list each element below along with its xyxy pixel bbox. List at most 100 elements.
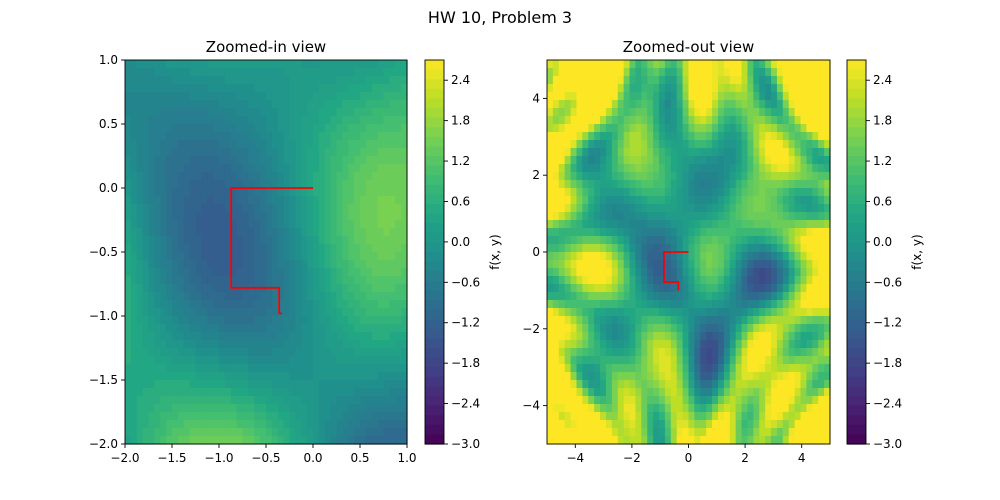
contour-cell <box>348 428 355 437</box>
contour-cell <box>289 324 296 333</box>
contour-cell <box>676 300 684 309</box>
contour-cell <box>283 172 291 181</box>
contour-cell <box>717 140 725 149</box>
contour-cell <box>136 356 144 365</box>
contour-cell <box>148 148 155 157</box>
contour-cell <box>177 108 185 117</box>
contour-cell <box>617 388 625 397</box>
contour-cell <box>230 148 238 157</box>
contour-cell <box>230 196 238 205</box>
contour-cell <box>753 300 760 309</box>
contour-cell <box>723 412 731 421</box>
contour-cell <box>723 404 731 413</box>
xtick-label: 2 <box>741 451 749 465</box>
contour-cell <box>348 292 355 301</box>
colorbar-frame <box>846 59 867 445</box>
colorbar-tick-label: −1.2 <box>873 316 902 330</box>
contour-cell <box>313 100 320 109</box>
contour-cell <box>771 412 778 421</box>
contour-cell <box>236 404 244 413</box>
contour-cell <box>313 388 320 397</box>
contour-cell <box>125 372 132 381</box>
contour-cell <box>130 236 138 245</box>
contour-cell <box>360 188 367 197</box>
contour-cell <box>148 92 155 101</box>
contour-cell <box>623 132 631 141</box>
contour-cell <box>360 396 367 405</box>
contour-cell <box>659 428 666 437</box>
contour-cell <box>776 156 784 165</box>
contour-cell <box>582 228 589 237</box>
contour-cell <box>747 244 754 253</box>
contour-cell <box>670 420 678 429</box>
contour-cell <box>201 420 208 429</box>
contour-cell <box>712 76 719 85</box>
contour-cell <box>154 108 161 117</box>
contour-cell <box>195 268 202 277</box>
colorbar-tick-label: 0.0 <box>451 235 470 249</box>
contour-cell <box>283 76 291 85</box>
contour-cell <box>818 60 825 69</box>
contour-cell <box>788 212 796 221</box>
contour-cell <box>254 60 261 69</box>
contour-cell <box>230 244 238 253</box>
contour-cell <box>219 316 226 325</box>
colorbar-band <box>425 156 444 167</box>
contour-cell <box>230 188 238 197</box>
contour-cell <box>242 412 249 421</box>
contour-cell <box>552 148 560 157</box>
contour-cell <box>301 188 308 197</box>
contour-cell <box>189 196 197 205</box>
contour-cell <box>277 380 285 389</box>
contour-cell <box>558 116 566 125</box>
contour-cell <box>207 268 214 277</box>
contour-cell <box>248 332 255 341</box>
contour-cell <box>395 108 402 117</box>
contour-cell <box>812 332 819 341</box>
contour-cell <box>635 268 642 277</box>
contour-cell <box>248 308 255 317</box>
contour-cell <box>617 276 625 285</box>
contour-cell <box>600 340 607 349</box>
contour-cell <box>824 428 831 437</box>
contour-cell <box>395 428 402 437</box>
contour-cell <box>635 92 642 101</box>
contour-cell <box>248 276 255 285</box>
contour-cell <box>219 164 226 173</box>
contour-cell <box>224 196 232 205</box>
contour-cell <box>371 76 379 85</box>
contour-cell <box>224 244 232 253</box>
contour-cell <box>664 420 672 429</box>
contour-cell <box>558 284 566 293</box>
contour-cell <box>611 108 619 117</box>
contour-cell <box>753 196 760 205</box>
contour-cell <box>759 340 766 349</box>
colorbar-tick-label: 1.2 <box>451 154 470 168</box>
contour-cell <box>307 436 314 445</box>
contour-cell <box>330 140 338 149</box>
xtick-label: 0.5 <box>350 451 369 465</box>
contour-cell <box>812 436 819 445</box>
contour-cell <box>148 108 155 117</box>
contour-cell <box>776 180 784 189</box>
contour-cell <box>348 388 355 397</box>
contour-cell <box>753 420 760 429</box>
contour-cell <box>336 196 343 205</box>
contour-cell <box>324 196 332 205</box>
contour-cell <box>371 308 379 317</box>
contour-cell <box>371 404 379 413</box>
contour-cell <box>277 76 285 85</box>
contour-cell <box>700 60 707 69</box>
contour-cell <box>688 84 695 93</box>
contour-cell <box>664 196 672 205</box>
contour-cell <box>277 412 285 421</box>
contour-cell <box>395 236 402 245</box>
contour-cell <box>148 372 155 381</box>
contour-cell <box>641 100 648 109</box>
contour-cell <box>201 316 208 325</box>
contour-cell <box>694 276 701 285</box>
contour-cell <box>177 76 185 85</box>
contour-cell <box>753 428 760 437</box>
contour-cell <box>389 276 396 285</box>
